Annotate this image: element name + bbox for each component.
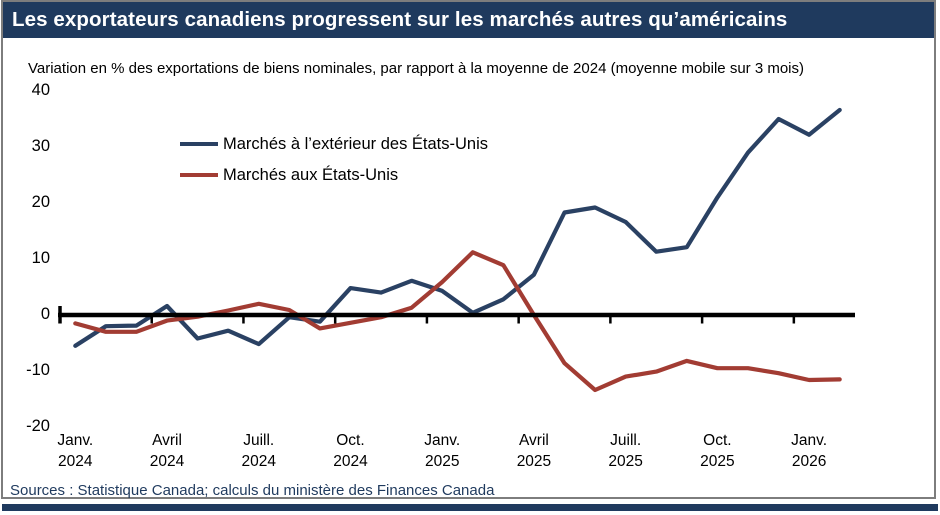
chart-subtitle: Variation en % des exportations de biens… [28, 60, 804, 77]
legend-label-us: Marchés aux États-Unis [223, 165, 399, 184]
y-tick-label: 10 [31, 249, 50, 267]
y-tick-label: 0 [40, 305, 50, 323]
title-bar: Les exportateurs canadiens progressent s… [3, 2, 934, 38]
y-tick-label: -10 [26, 361, 50, 379]
legend-item-non-us: Marchés à l’extérieur des États-Unis [180, 132, 488, 156]
line-non-us-markets [73, 107, 842, 348]
x-tick-label: Janv. 2024 [57, 432, 94, 470]
x-tick-label: Juill. 2024 [241, 432, 276, 470]
y-tick-label: 20 [31, 193, 50, 211]
legend-item-us: Marchés aux États-Unis [180, 163, 488, 187]
y-tick-label: 30 [31, 137, 50, 155]
y-tick-label: -20 [26, 417, 50, 435]
x-tick-label: Janv. 2025 [424, 432, 461, 470]
figure-border [1, 0, 936, 499]
y-tick-label: 40 [31, 81, 50, 99]
x-tick-label: Oct. 2024 [333, 432, 368, 470]
legend-line-swatch-non-us [180, 142, 218, 146]
x-tick-label: Avril 2025 [516, 432, 552, 470]
bottom-accent-bar [2, 504, 938, 511]
chart-legend: Marchés à l’extérieur des États-Unis Mar… [180, 132, 488, 194]
legend-label-non-us: Marchés à l’extérieur des États-Unis [223, 134, 489, 153]
legend-line-swatch-us [180, 173, 218, 177]
x-tick-label: Oct. 2025 [700, 432, 735, 470]
page-title: Les exportateurs canadiens progressent s… [12, 8, 788, 31]
sources-note: Sources : Statistique Canada; calculs du… [10, 482, 495, 499]
x-tick-label: Avril 2024 [149, 432, 185, 470]
x-tick-label: Juill. 2025 [608, 432, 643, 470]
line-us-markets [73, 250, 842, 393]
x-tick-label: Janv. 2026 [791, 432, 828, 470]
